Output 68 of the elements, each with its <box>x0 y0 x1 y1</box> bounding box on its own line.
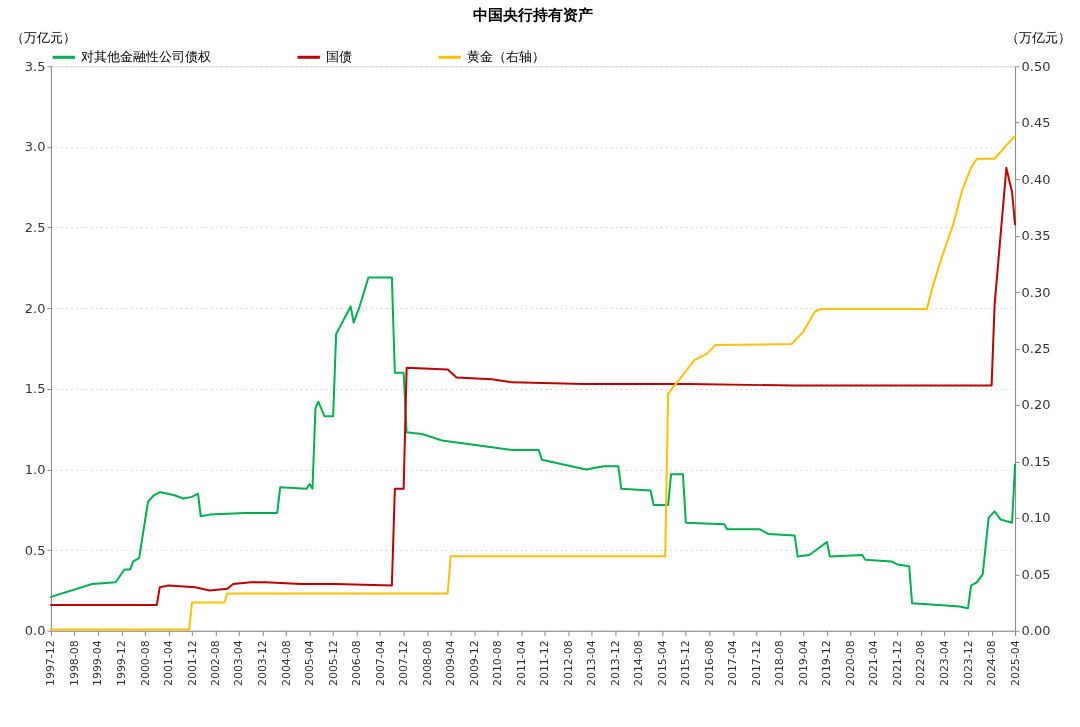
x-tick-label: 2008-08 <box>420 640 434 687</box>
y-axis-title: （万亿元） <box>10 29 76 45</box>
x-tick-label: 2019-12 <box>820 640 834 687</box>
x-tick-label: 2019-04 <box>796 640 810 687</box>
y-tick-label: 0.5 <box>24 542 46 558</box>
y2-tick-label: 0.30 <box>1021 284 1051 300</box>
x-tick-label: 2009-04 <box>444 640 458 687</box>
y2-tick-label: 0.45 <box>1021 115 1051 131</box>
x-tick-label: 2022-08 <box>914 640 928 687</box>
y2-tick-label: 0.35 <box>1021 228 1051 244</box>
y-tick-label: 2.5 <box>24 220 46 236</box>
y-tick-label: 3.0 <box>24 139 46 155</box>
x-tick-label: 2006-08 <box>350 640 364 687</box>
x-tick-label: 2002-08 <box>209 640 223 687</box>
y-tick-label: 1.0 <box>24 461 46 477</box>
x-tick-label: 2005-04 <box>303 640 317 687</box>
x-tick-label: 2013-12 <box>608 640 622 687</box>
x-tick-label: 2017-12 <box>749 640 763 687</box>
y2-tick-label: 0.15 <box>1021 453 1051 469</box>
x-tick-label: 2015-04 <box>655 640 669 687</box>
x-tick-label: 2023-12 <box>961 640 975 687</box>
x-tick-label: 1999-04 <box>91 640 105 687</box>
y2-tick-label: 0.25 <box>1021 340 1051 356</box>
x-tick-label: 2024-08 <box>985 640 999 687</box>
x-tick-label: 2013-04 <box>585 640 599 687</box>
legend-label: 黄金（右轴） <box>466 49 545 65</box>
x-tick-label: 1999-12 <box>114 640 128 687</box>
x-tick-label: 2001-04 <box>161 640 175 687</box>
y-tick-label: 0.0 <box>24 623 46 639</box>
x-tick-label: 2016-08 <box>702 640 716 687</box>
y2-tick-label: 0.40 <box>1021 171 1051 187</box>
legend-label: 国债 <box>325 49 352 65</box>
x-tick-label: 1997-12 <box>44 640 58 687</box>
x-tick-label: 2015-12 <box>679 640 693 687</box>
y2-tick-label: 0.05 <box>1021 566 1051 582</box>
x-tick-label: 2014-08 <box>632 640 646 687</box>
y-tick-label: 1.5 <box>24 381 46 397</box>
y-tick-label: 3.5 <box>24 58 46 74</box>
x-tick-label: 2023-04 <box>937 640 951 687</box>
x-tick-label: 2003-04 <box>232 640 246 687</box>
x-tick-label: 2017-04 <box>726 640 740 687</box>
x-tick-label: 2011-12 <box>538 640 552 687</box>
x-tick-label: 2021-12 <box>891 640 905 687</box>
x-tick-label: 2018-08 <box>773 640 787 687</box>
x-tick-label: 2009-12 <box>467 640 481 687</box>
x-tick-label: 2012-08 <box>561 640 575 687</box>
x-tick-label: 2004-08 <box>279 640 293 687</box>
x-tick-label: 2003-12 <box>256 640 270 687</box>
y2-tick-label: 0.10 <box>1021 510 1051 526</box>
x-tick-label: 2021-04 <box>867 640 881 687</box>
x-tick-label: 1998-08 <box>67 640 81 687</box>
y2-tick-label: 0.20 <box>1021 397 1051 413</box>
y2-tick-label: 0.00 <box>1021 623 1051 639</box>
x-tick-label: 2010-08 <box>491 640 505 687</box>
x-tick-label: 2011-04 <box>514 640 528 687</box>
x-tick-label: 2005-12 <box>326 640 340 687</box>
x-tick-label: 2007-04 <box>373 640 387 687</box>
x-tick-label: 2025-04 <box>1008 640 1022 687</box>
y2-axis-title: （万亿元） <box>1005 29 1071 45</box>
y-tick-label: 2.0 <box>24 300 46 316</box>
y2-tick-label: 0.50 <box>1021 58 1051 74</box>
x-tick-label: 2007-12 <box>397 640 411 687</box>
legend-label: 对其他金融性公司债权 <box>80 49 211 65</box>
x-tick-label: 2020-08 <box>843 640 857 687</box>
x-tick-label: 2000-08 <box>138 640 152 687</box>
x-tick-label: 2001-12 <box>185 640 199 687</box>
chart-title: 中国央行持有资产 <box>473 6 594 25</box>
line-series <box>49 276 1017 610</box>
